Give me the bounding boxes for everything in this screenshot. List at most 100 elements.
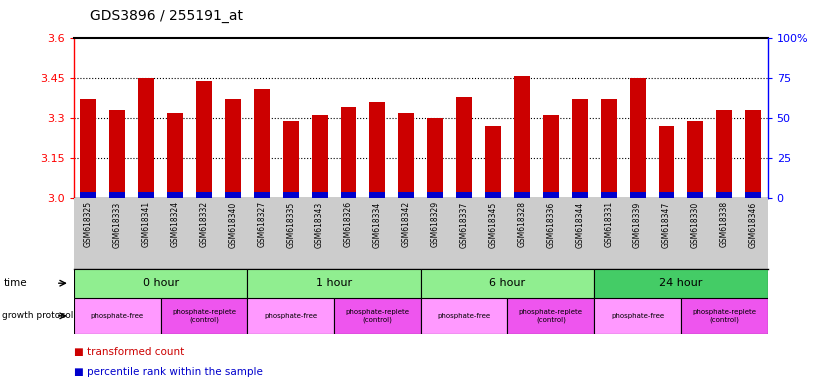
Text: GSM618347: GSM618347 — [662, 201, 671, 248]
Bar — [456, 97, 472, 198]
Bar — [312, 116, 328, 198]
Bar — [282, 192, 299, 198]
Text: GSM618324: GSM618324 — [171, 201, 180, 247]
Text: phosphate-replete
(control): phosphate-replete (control) — [172, 309, 236, 323]
Text: GSM618333: GSM618333 — [112, 201, 122, 248]
Text: GSM618337: GSM618337 — [460, 201, 469, 248]
Bar — [398, 192, 415, 198]
Bar — [109, 110, 125, 198]
Text: GSM618341: GSM618341 — [142, 201, 151, 247]
Bar — [341, 192, 356, 198]
Text: GSM618344: GSM618344 — [576, 201, 585, 248]
Bar — [109, 192, 125, 198]
Bar — [398, 113, 415, 198]
Bar — [717, 110, 732, 198]
Bar — [745, 110, 761, 198]
Text: GSM618343: GSM618343 — [315, 201, 324, 248]
Bar — [369, 192, 385, 198]
Text: GSM618331: GSM618331 — [604, 201, 613, 247]
Text: phosphate-free: phosphate-free — [90, 313, 144, 319]
Bar — [74, 298, 161, 334]
Bar — [507, 298, 594, 334]
Bar — [247, 269, 421, 298]
Bar — [196, 81, 212, 198]
Bar — [687, 121, 704, 198]
Text: phosphate-free: phosphate-free — [438, 313, 491, 319]
Bar — [80, 99, 96, 198]
Text: GSM618336: GSM618336 — [546, 201, 555, 248]
Bar — [167, 192, 183, 198]
Bar — [138, 192, 154, 198]
Bar — [601, 99, 617, 198]
Bar — [341, 108, 356, 198]
Bar — [254, 89, 270, 198]
Bar — [421, 298, 507, 334]
Text: GSM618329: GSM618329 — [431, 201, 440, 247]
Text: GSM618332: GSM618332 — [200, 201, 209, 247]
Text: phosphate-free: phosphate-free — [264, 313, 317, 319]
Text: GSM618328: GSM618328 — [517, 201, 526, 247]
Text: GSM618338: GSM618338 — [720, 201, 729, 247]
Bar — [225, 99, 241, 198]
Bar — [601, 192, 617, 198]
Bar — [594, 298, 681, 334]
Text: 0 hour: 0 hour — [143, 278, 179, 288]
Bar — [717, 192, 732, 198]
Bar — [196, 192, 212, 198]
Bar — [334, 298, 421, 334]
Bar — [594, 269, 768, 298]
Text: phosphate-replete
(control): phosphate-replete (control) — [692, 309, 756, 323]
Bar — [543, 116, 559, 198]
Text: growth protocol: growth protocol — [2, 311, 73, 320]
Bar — [225, 192, 241, 198]
Bar — [571, 192, 588, 198]
Bar — [427, 118, 443, 198]
Text: GSM618326: GSM618326 — [344, 201, 353, 247]
Bar — [514, 76, 530, 198]
Bar — [74, 269, 247, 298]
Bar — [80, 192, 96, 198]
Bar — [167, 113, 183, 198]
Bar — [427, 192, 443, 198]
Bar — [658, 126, 674, 198]
Bar — [161, 298, 247, 334]
Text: GSM618346: GSM618346 — [749, 201, 758, 248]
Bar — [369, 102, 385, 198]
Text: GSM618327: GSM618327 — [257, 201, 266, 247]
Text: ■ percentile rank within the sample: ■ percentile rank within the sample — [74, 366, 263, 377]
Bar — [247, 298, 334, 334]
Text: phosphate-replete
(control): phosphate-replete (control) — [519, 309, 583, 323]
Bar — [456, 192, 472, 198]
Bar — [254, 192, 270, 198]
Bar — [658, 192, 674, 198]
Bar — [571, 99, 588, 198]
Text: GSM618330: GSM618330 — [690, 201, 699, 248]
Text: phosphate-replete
(control): phosphate-replete (control) — [346, 309, 410, 323]
Bar — [421, 269, 594, 298]
Text: GDS3896 / 255191_at: GDS3896 / 255191_at — [90, 9, 243, 23]
Bar — [138, 78, 154, 198]
Bar — [630, 192, 645, 198]
Text: ■ transformed count: ■ transformed count — [74, 346, 184, 357]
Text: time: time — [4, 278, 28, 288]
Text: 1 hour: 1 hour — [316, 278, 352, 288]
Bar — [630, 78, 645, 198]
Text: GSM618339: GSM618339 — [633, 201, 642, 248]
Bar — [485, 192, 501, 198]
Text: GSM618325: GSM618325 — [84, 201, 93, 247]
Bar — [543, 192, 559, 198]
Text: phosphate-free: phosphate-free — [611, 313, 664, 319]
Bar — [681, 298, 768, 334]
Text: 24 hour: 24 hour — [659, 278, 703, 288]
Text: GSM618345: GSM618345 — [488, 201, 498, 248]
Text: GSM618340: GSM618340 — [228, 201, 237, 248]
Bar — [282, 121, 299, 198]
Bar — [745, 192, 761, 198]
Bar — [687, 192, 704, 198]
Bar — [514, 192, 530, 198]
Text: GSM618342: GSM618342 — [401, 201, 410, 247]
Text: 6 hour: 6 hour — [489, 278, 525, 288]
Bar — [312, 192, 328, 198]
Text: GSM618334: GSM618334 — [373, 201, 382, 248]
Bar — [485, 126, 501, 198]
